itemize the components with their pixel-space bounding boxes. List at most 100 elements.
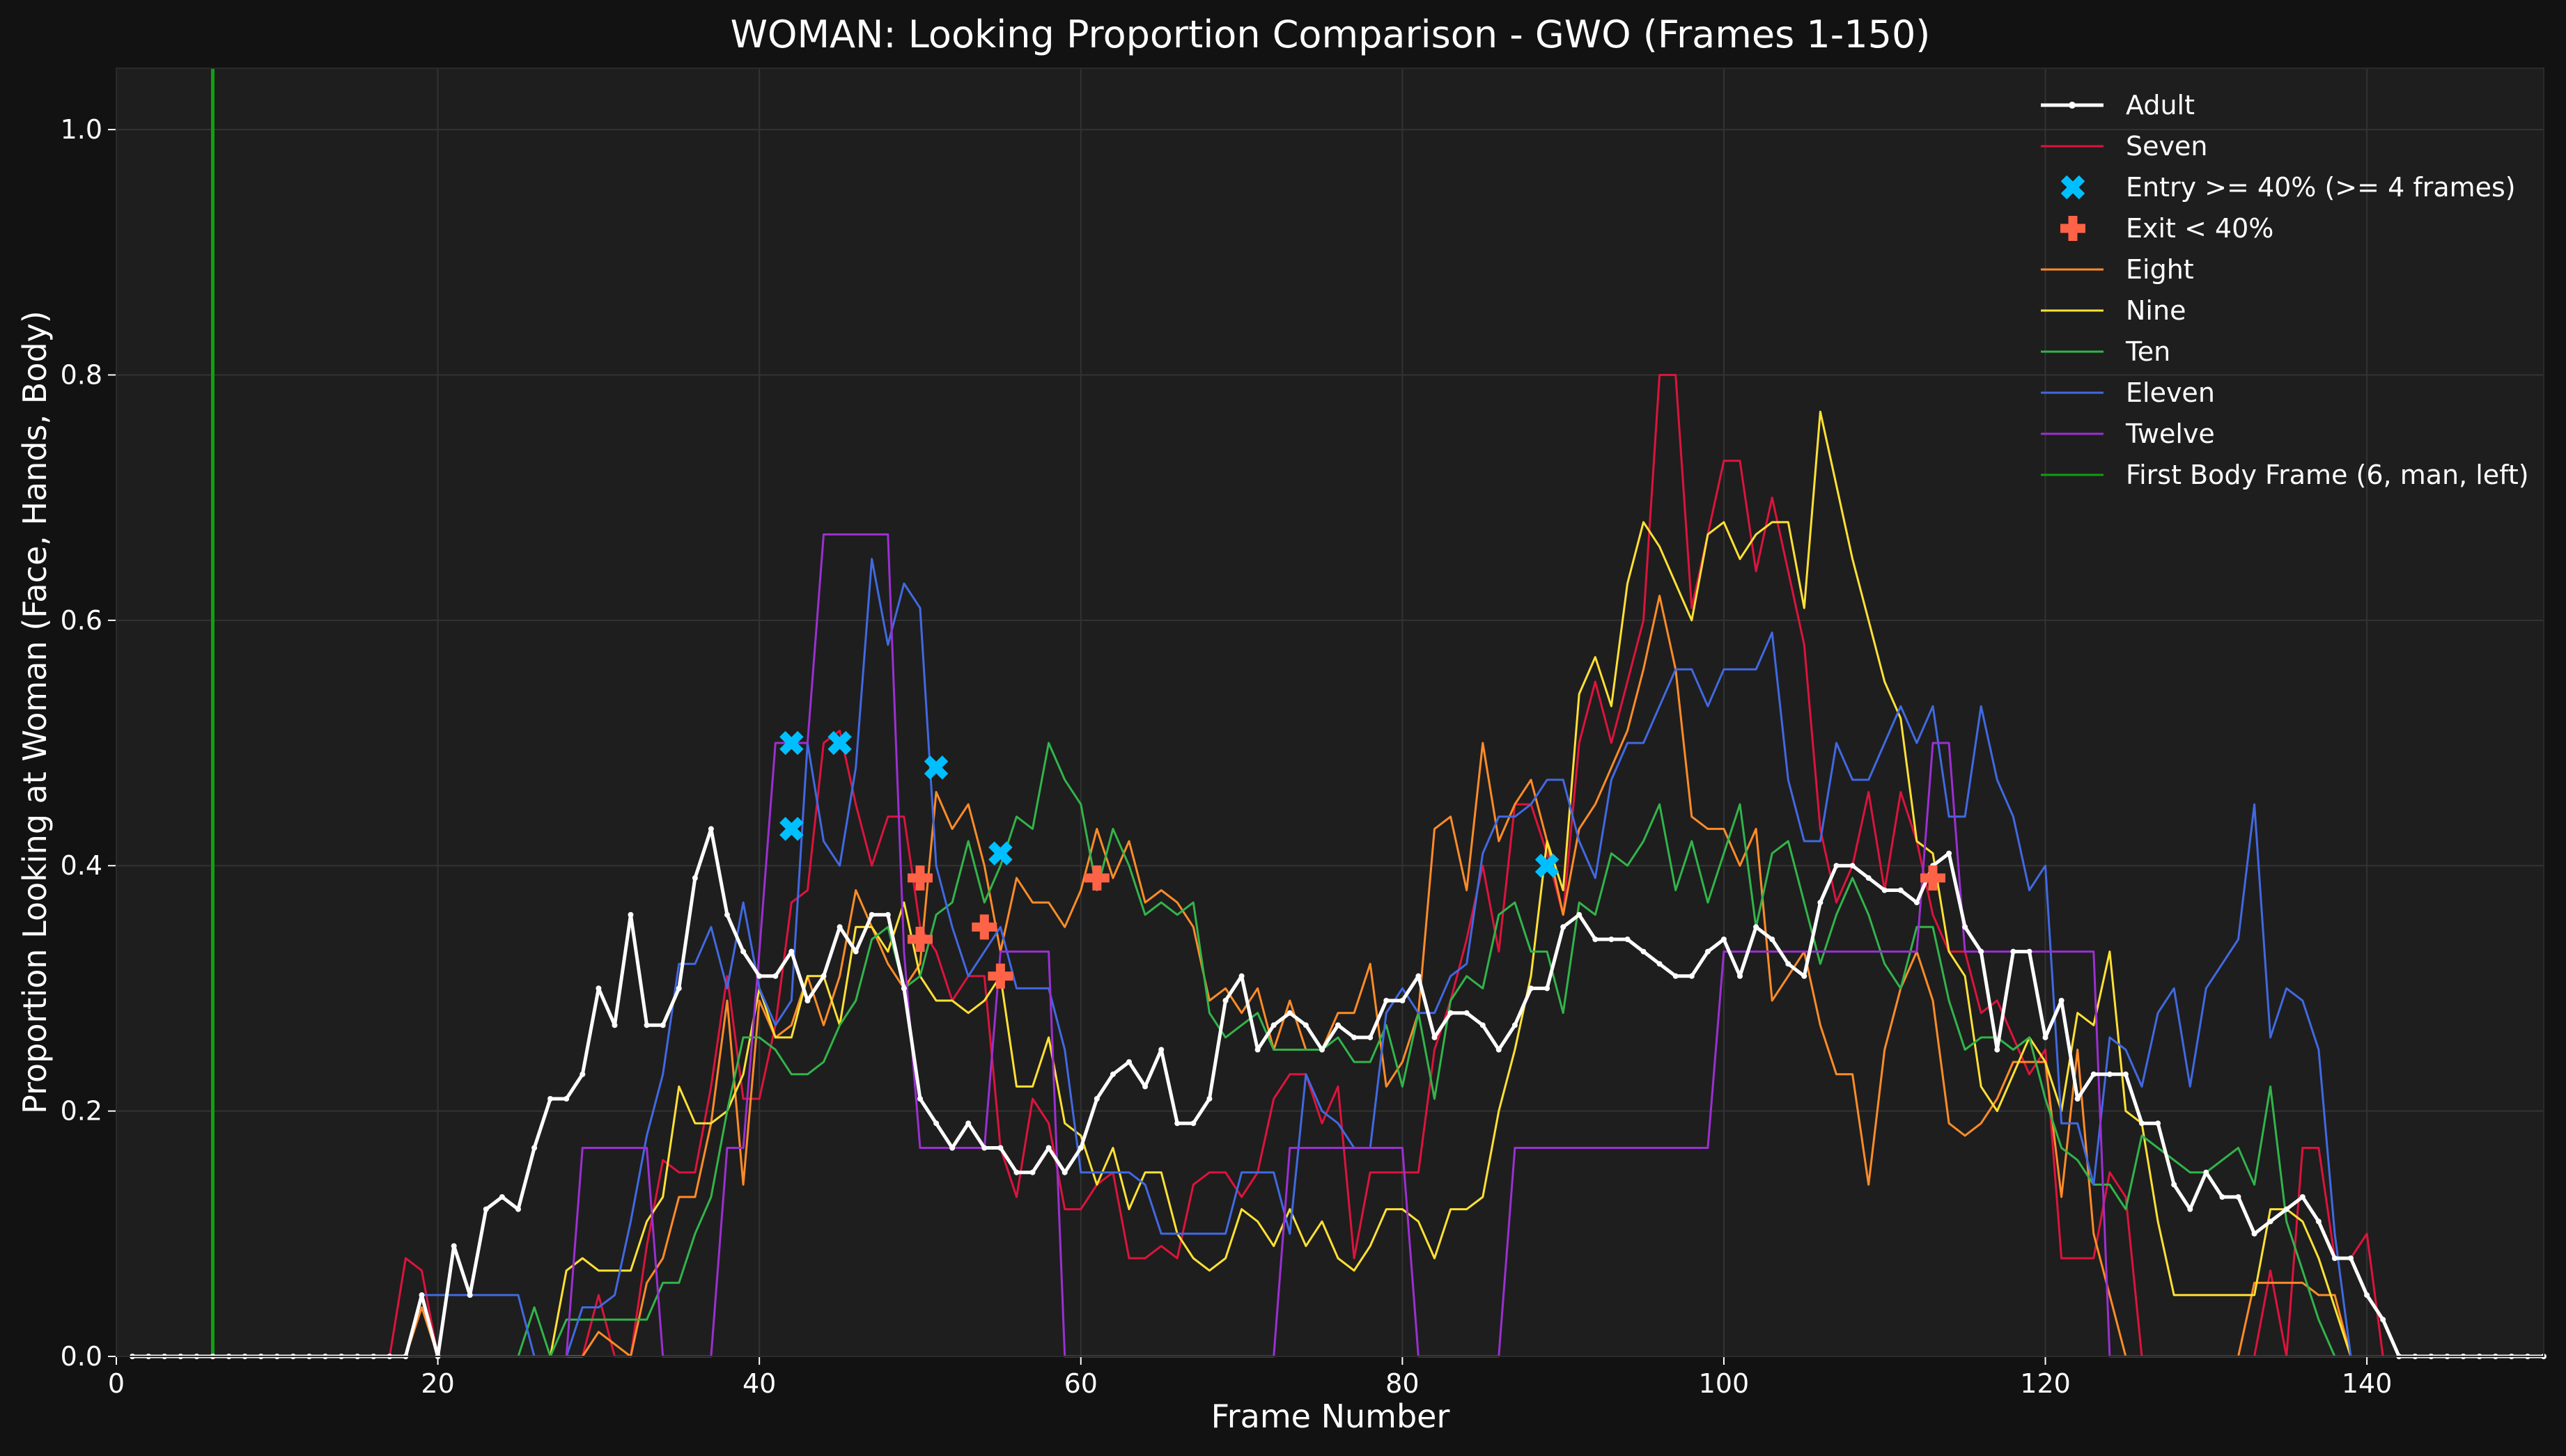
legend-label: Ten <box>2125 336 2170 367</box>
data-point <box>2235 1194 2241 1200</box>
data-point <box>1110 1071 1116 1077</box>
legend: Adult Seven Entry >= 40% (>= 4 frames) Exit… <box>2041 90 2529 490</box>
data-point <box>1094 1096 1100 1102</box>
data-point <box>2219 1194 2225 1200</box>
data-point <box>1817 900 1824 906</box>
data-point <box>1511 1022 1518 1028</box>
data-point <box>692 875 698 881</box>
data-point <box>1560 924 1566 930</box>
data-point <box>1399 998 1406 1003</box>
data-point <box>1656 961 1663 967</box>
data-point <box>1737 973 1743 979</box>
x-tick-label: 0 <box>108 1368 125 1399</box>
data-point <box>1881 887 1888 893</box>
legend-label: Twelve <box>2125 418 2215 449</box>
legend-swatch-entry <box>2060 175 2085 200</box>
data-point <box>1222 998 1229 1003</box>
data-point <box>467 1292 473 1298</box>
legend-label: Entry >= 40% (>= 4 frames) <box>2126 172 2516 203</box>
data-point <box>1286 1010 1293 1016</box>
data-point <box>2122 1071 2129 1077</box>
data-point <box>1174 1120 1181 1127</box>
data-point <box>2155 1120 2161 1127</box>
x-tick-label: 100 <box>1699 1368 1750 1399</box>
data-point <box>1897 887 1904 893</box>
x-tick-label: 60 <box>1064 1368 1098 1399</box>
data-point <box>2203 1169 2209 1175</box>
legend-swatch-exit <box>2060 216 2085 241</box>
data-point <box>1303 1022 1309 1028</box>
chart-title: WOMAN: Looking Proportion Comparison - G… <box>731 13 1931 56</box>
data-point <box>837 924 843 930</box>
data-point <box>997 1145 1004 1151</box>
legend-entry-first-body-frame-6-man-left: First Body Frame (6, man, left) <box>2041 460 2529 490</box>
data-point <box>547 1096 554 1102</box>
data-point <box>1078 1145 1084 1151</box>
data-point <box>724 911 730 918</box>
plot-area <box>116 68 2544 1356</box>
data-point <box>901 985 907 992</box>
legend-label: Seven <box>2126 131 2207 162</box>
data-point <box>869 911 875 918</box>
data-point <box>1672 973 1679 979</box>
exit-marker <box>988 963 1013 989</box>
data-point <box>965 1120 972 1127</box>
data-point <box>676 985 682 992</box>
legend-label: Exit < 40% <box>2126 213 2273 244</box>
legend-entry-exit-40: Exit < 40% <box>2060 213 2273 244</box>
axes: 0 20 40 60 80 100 120 140 0.0 0.2 0.4 0.6 0.8 1.0 <box>61 68 2544 1399</box>
data-point <box>1367 1034 1374 1040</box>
data-point <box>804 998 811 1003</box>
series-line-ten <box>132 742 2544 1358</box>
data-point <box>1865 875 1872 881</box>
x-tick-label: 120 <box>2020 1368 2071 1399</box>
data-point <box>2315 1219 2322 1225</box>
entry-marker <box>779 730 804 756</box>
data-point <box>2090 1071 2097 1077</box>
series-ten <box>132 742 2544 1358</box>
legend-entry-adult: Adult <box>2041 90 2195 120</box>
data-point <box>1849 863 1856 869</box>
legend-label: Nine <box>2126 295 2186 326</box>
y-tick-label: 0.0 <box>61 1341 102 1372</box>
data-point <box>933 1120 940 1127</box>
data-point <box>1142 1083 1149 1090</box>
data-point <box>949 1145 956 1151</box>
legend-label: Adult <box>2126 90 2195 120</box>
legend-swatch-marker <box>2069 102 2076 109</box>
exit-marker <box>907 865 933 891</box>
exit-marker <box>907 926 933 952</box>
data-point <box>1978 948 1984 955</box>
legend-entry-eleven: Eleven <box>2041 377 2215 408</box>
data-point <box>1785 961 1791 967</box>
y-tick-label: 0.6 <box>61 605 102 636</box>
data-point <box>1688 973 1695 979</box>
data-point <box>1029 1169 1036 1175</box>
legend-label: First Body Frame (6, man, left) <box>2126 460 2529 490</box>
data-point <box>515 1206 521 1212</box>
data-point <box>2139 1120 2145 1127</box>
data-point <box>499 1194 505 1200</box>
data-point <box>1946 850 1952 856</box>
data-point <box>1704 948 1711 955</box>
data-point <box>1319 1047 1325 1053</box>
data-point <box>1463 1010 1470 1016</box>
data-point <box>580 1071 586 1077</box>
y-tick-label: 0.8 <box>61 359 102 390</box>
legend-label: Eight <box>2126 254 2194 285</box>
data-point <box>1592 937 1599 942</box>
data-point <box>2364 1292 2370 1298</box>
data-point <box>1415 973 1422 979</box>
data-point <box>1913 900 1920 906</box>
data-point <box>483 1206 489 1212</box>
data-point <box>1720 937 1727 942</box>
data-point <box>2348 1255 2354 1261</box>
data-point <box>821 973 827 979</box>
data-point <box>1624 937 1631 942</box>
exit-marker <box>1084 865 1110 891</box>
data-point <box>2042 1034 2048 1040</box>
exit-marker <box>972 914 997 940</box>
series-adult <box>130 826 2546 1359</box>
data-point <box>740 948 747 955</box>
y-tick-label: 0.4 <box>61 850 102 881</box>
